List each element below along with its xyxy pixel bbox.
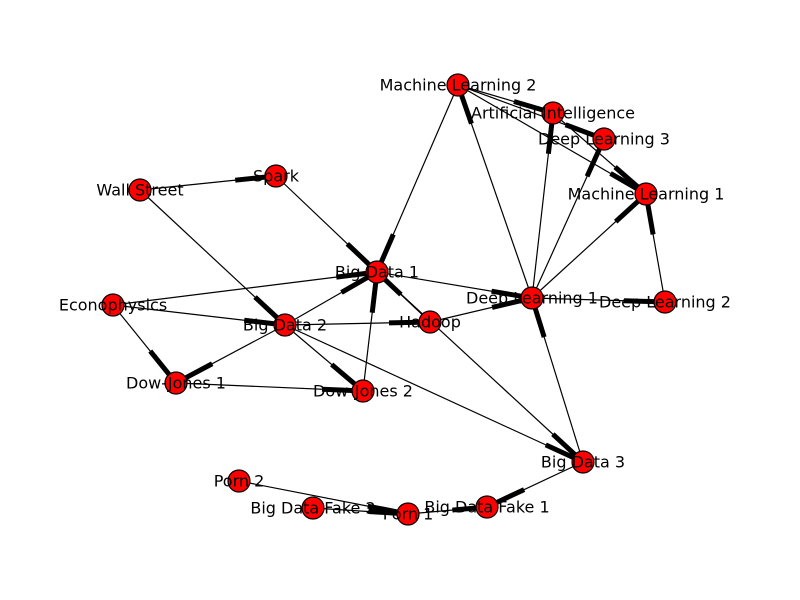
edge-bd1-bd3 bbox=[376, 271, 584, 463]
arrowhead-dl1-ml1 bbox=[614, 199, 640, 224]
arrowhead-bd2-dj1 bbox=[184, 361, 214, 381]
node-dl1[interactable] bbox=[520, 286, 544, 310]
node-ml1[interactable] bbox=[634, 182, 658, 206]
node-label-porn1: Porn 1 bbox=[383, 505, 434, 524]
node-label-bdf2: Big Data Fake 2 bbox=[250, 499, 375, 518]
arrowhead-ml2-dl3 bbox=[564, 122, 595, 138]
edge-econ-bd1 bbox=[112, 271, 378, 306]
node-econ[interactable] bbox=[101, 293, 125, 317]
arrowhead-bd1-dl1 bbox=[491, 288, 522, 299]
node-dl3[interactable] bbox=[592, 127, 616, 151]
node-label-bdf1: Big Data Fake 1 bbox=[424, 498, 549, 517]
arrowhead-spark-bd1 bbox=[345, 241, 371, 267]
node-label-ml2: Machine Learning 2 bbox=[380, 76, 537, 95]
arrowhead-bd1-bd3 bbox=[551, 432, 577, 457]
node-dj1[interactable] bbox=[164, 371, 188, 395]
arrowhead-econ-bd1 bbox=[336, 270, 367, 280]
arrowhead-bdf2-porn1 bbox=[368, 509, 398, 516]
arrowhead-dj2-bd1 bbox=[369, 282, 379, 314]
arrowhead-bd2-hadoop bbox=[388, 319, 420, 326]
node-hadoop[interactable] bbox=[418, 310, 442, 334]
node-bd1[interactable] bbox=[365, 260, 389, 284]
arrowhead-bd2-bd1 bbox=[340, 275, 369, 295]
arrowhead-bd2-dj2 bbox=[330, 362, 357, 386]
node-label-ws: Wall Street bbox=[96, 181, 183, 200]
arrowhead-ml2-bd1 bbox=[379, 233, 396, 263]
node-bd2[interactable] bbox=[273, 313, 297, 337]
arrowhead-ml2-ai bbox=[513, 99, 544, 113]
node-label-dj1: Dow-Jones 1 bbox=[126, 374, 226, 393]
arrowhead-dj1-dj2 bbox=[321, 386, 353, 394]
arrowhead-ws-spark bbox=[234, 174, 266, 183]
arrowhead-econ-dj1 bbox=[148, 349, 172, 377]
arrowhead-econ-bd2 bbox=[243, 317, 275, 327]
arrowhead-ai-ml1 bbox=[613, 165, 640, 189]
arrowhead-ws-bd2 bbox=[253, 295, 279, 320]
node-label-dl2: Deep Learning 2 bbox=[599, 293, 731, 312]
arrowhead-dl1-ai bbox=[545, 123, 555, 155]
arrowheads-layer bbox=[148, 94, 656, 516]
edge-bd2-bd3 bbox=[284, 324, 584, 463]
arrowhead-bd3-bdf1 bbox=[495, 487, 526, 505]
node-dl2[interactable] bbox=[653, 290, 677, 314]
arrowhead-hadoop-bd1 bbox=[383, 277, 403, 297]
arrowhead-dl1-dl2 bbox=[623, 298, 655, 305]
node-bdf1[interactable] bbox=[475, 495, 499, 519]
node-label-hadoop: Hadoop bbox=[399, 313, 461, 332]
node-label-bd3: Big Data 3 bbox=[541, 453, 625, 472]
node-porn2[interactable] bbox=[227, 469, 251, 493]
node-label-porn2: Porn 2 bbox=[214, 472, 265, 491]
node-label-dl3: Deep Learning 3 bbox=[538, 130, 670, 149]
node-bd3[interactable] bbox=[571, 450, 595, 474]
node-ai[interactable] bbox=[541, 101, 565, 125]
nodes-layer bbox=[101, 73, 677, 526]
arrowhead-dl1-ml2 bbox=[459, 94, 474, 125]
arrowhead-bd2-bd3 bbox=[544, 442, 575, 460]
node-porn1[interactable] bbox=[396, 502, 420, 526]
node-label-ai: Artificial Intelligence bbox=[471, 104, 635, 123]
node-spark[interactable] bbox=[264, 164, 288, 188]
labels-layer: Machine Learning 2 Artificial Intelligenc… bbox=[59, 76, 731, 524]
arrowhead-porn1-bdf1 bbox=[452, 505, 477, 513]
arrowhead-dl1-dl3 bbox=[584, 147, 602, 178]
node-label-econ: Econophysics bbox=[59, 296, 167, 315]
arrowhead-hadoop-dl1 bbox=[491, 298, 522, 310]
node-bdf2[interactable] bbox=[301, 496, 325, 520]
arrowhead-dl2-ml1 bbox=[645, 204, 656, 235]
node-label-bd2: Big Data 2 bbox=[243, 316, 327, 335]
node-dj2[interactable] bbox=[351, 379, 375, 403]
node-ws[interactable] bbox=[128, 178, 152, 202]
node-ml2[interactable] bbox=[446, 73, 470, 97]
node-label-bd1: Big Data 1 bbox=[335, 263, 419, 282]
arrowhead-ml2-ml1 bbox=[609, 171, 638, 191]
node-label-dl1: Deep Learning 1 bbox=[466, 289, 598, 308]
node-label-spark: Spark bbox=[253, 167, 300, 186]
node-label-ml1: Machine Learning 1 bbox=[568, 185, 725, 204]
node-label-dj2: Dow-Jones 2 bbox=[313, 382, 413, 401]
arrowhead-bd3-dl1 bbox=[532, 307, 547, 338]
